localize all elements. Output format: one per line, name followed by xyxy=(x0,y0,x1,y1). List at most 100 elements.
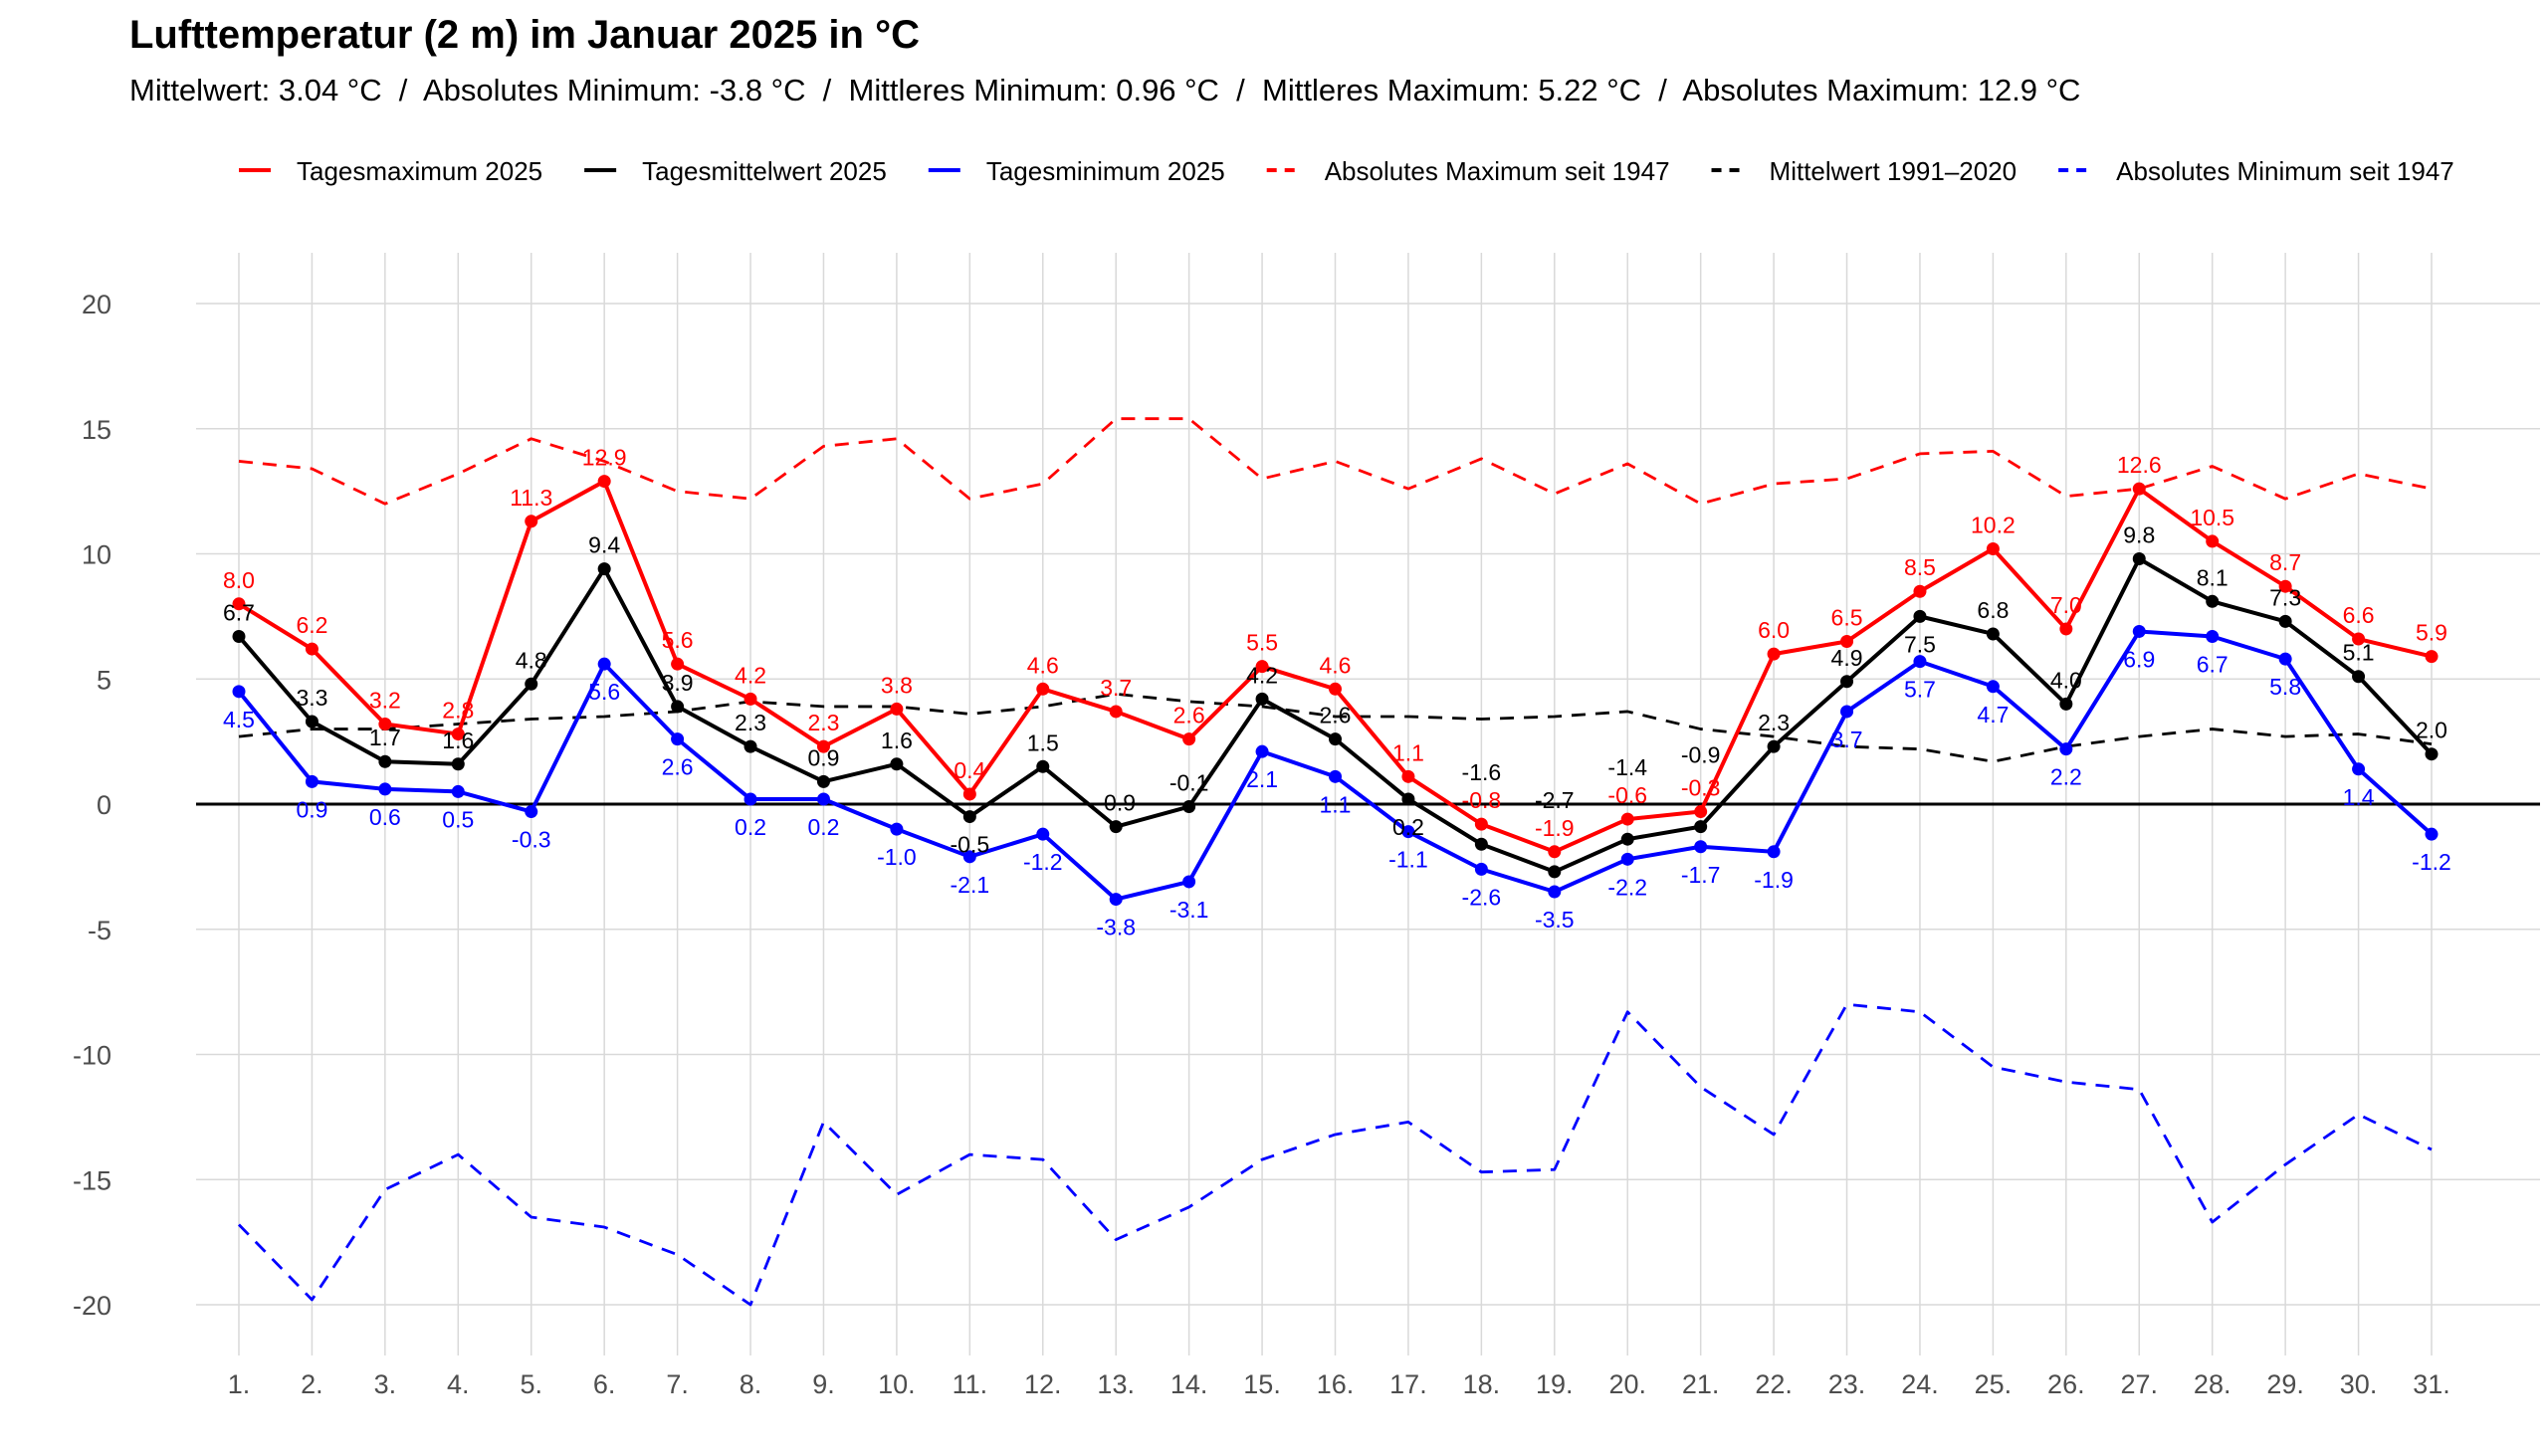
x-tick-label: 5. xyxy=(520,1369,542,1399)
data-label: 5.8 xyxy=(2269,674,2301,700)
data-point xyxy=(2278,652,2292,666)
data-point xyxy=(2425,827,2439,841)
data-point xyxy=(743,792,757,806)
data-label: 3.7 xyxy=(1100,675,1132,701)
data-label: 1.5 xyxy=(1027,729,1059,755)
series-line-4 xyxy=(238,692,2433,763)
data-label: 3.9 xyxy=(662,670,694,696)
data-point xyxy=(1401,792,1415,806)
x-tick-label: 19. xyxy=(1536,1369,1574,1399)
data-label: 4.9 xyxy=(1831,645,1863,671)
data-point xyxy=(1329,682,1342,696)
data-label: -0.5 xyxy=(951,832,990,858)
data-label: -0.3 xyxy=(1681,775,1721,801)
data-label: 7.0 xyxy=(2050,592,2082,618)
data-point xyxy=(1329,732,1342,746)
data-label: 4.2 xyxy=(735,662,766,688)
data-label: -0.9 xyxy=(1681,742,1721,768)
data-label: -2.7 xyxy=(1535,787,1575,813)
y-tick-label: 15 xyxy=(82,415,111,445)
grid: -20 -15 -10 -5 0 5 10 15 20 1. 2. 3. 4. 5. 6. 7. 8. 9. 10.… xyxy=(73,253,2540,1399)
data-label: 12.6 xyxy=(2117,452,2162,478)
data-point xyxy=(1036,759,1050,773)
data-point xyxy=(525,805,538,819)
x-tick-label: 17. xyxy=(1389,1369,1427,1399)
data-point xyxy=(1986,627,2000,641)
data-point xyxy=(305,715,318,728)
data-label: 3.3 xyxy=(296,685,327,711)
data-point xyxy=(2059,622,2073,636)
data-label: 6.7 xyxy=(2197,651,2229,677)
data-point xyxy=(1255,660,1269,674)
data-label: 8.7 xyxy=(2269,549,2301,575)
data-label: 2.8 xyxy=(442,698,474,724)
y-tick-label: -20 xyxy=(73,1291,111,1321)
data-label: 4.7 xyxy=(1977,702,2009,728)
data-label: 6.0 xyxy=(1758,617,1790,643)
data-label: 2.3 xyxy=(735,710,766,735)
data-label: 6.6 xyxy=(2343,602,2375,628)
data-point xyxy=(1548,885,1562,899)
data-label: 2.6 xyxy=(1320,703,1352,728)
x-tick-label: 31. xyxy=(2413,1369,2450,1399)
data-label: 0.4 xyxy=(954,757,985,783)
data-label: 0.2 xyxy=(807,814,839,840)
data-label: 8.0 xyxy=(223,567,255,593)
legend-label: Absolutes Maximum seit 1947 xyxy=(1325,156,1670,186)
data-point xyxy=(1840,705,1854,719)
data-label: 6.2 xyxy=(296,612,327,638)
data-point xyxy=(1109,893,1123,907)
chart-title: Lufttemperatur (2 m) im Januar 2025 in °… xyxy=(129,13,920,57)
x-tick-label: 28. xyxy=(2194,1369,2231,1399)
data-point xyxy=(1840,675,1854,689)
legend-label: Absolutes Minimum seit 1947 xyxy=(2116,156,2454,186)
data-point xyxy=(1329,769,1342,783)
data-point xyxy=(1401,825,1415,839)
data-point xyxy=(2132,482,2146,496)
data-point xyxy=(378,718,392,731)
data-point xyxy=(1840,635,1854,649)
y-tick-label: -5 xyxy=(88,916,111,945)
data-point xyxy=(1474,837,1488,851)
data-point xyxy=(2352,762,2366,776)
series-layer xyxy=(232,417,2439,1307)
data-label: 5.1 xyxy=(2343,640,2375,666)
y-tick-label: 10 xyxy=(82,540,111,570)
data-label: 0.9 xyxy=(296,796,327,822)
x-tick-label: 29. xyxy=(2266,1369,2304,1399)
data-label: 3.7 xyxy=(1831,727,1863,752)
data-point xyxy=(1255,744,1269,758)
data-point xyxy=(743,739,757,753)
x-tick-label: 8. xyxy=(740,1369,762,1399)
data-point xyxy=(1986,541,2000,555)
data-point xyxy=(597,657,611,671)
data-label: 0.6 xyxy=(369,804,401,830)
x-tick-label: 14. xyxy=(1170,1369,1208,1399)
data-label: -0.1 xyxy=(1169,770,1209,796)
legend: Tagesmaximum 2025 Tagesmittelwert 2025 Tag… xyxy=(239,156,2454,186)
data-point xyxy=(2059,742,2073,756)
x-tick-label: 27. xyxy=(2120,1369,2158,1399)
data-point xyxy=(232,685,246,699)
data-point xyxy=(525,677,538,691)
data-label: -1.0 xyxy=(877,844,917,870)
data-point xyxy=(2132,624,2146,638)
data-label: 2.0 xyxy=(2416,718,2447,743)
data-label: 5.9 xyxy=(2416,620,2447,646)
data-point xyxy=(890,702,904,716)
data-point xyxy=(1620,812,1634,826)
data-label: 1.1 xyxy=(1320,791,1352,817)
data-label: 4.5 xyxy=(223,707,255,732)
x-tick-label: 23. xyxy=(1828,1369,1866,1399)
data-point xyxy=(2352,632,2366,646)
data-label: -1.2 xyxy=(1023,849,1063,875)
data-label: -3.1 xyxy=(1169,897,1209,923)
data-point xyxy=(451,757,465,771)
data-point xyxy=(1474,862,1488,876)
data-point xyxy=(2206,594,2220,608)
data-point xyxy=(1620,852,1634,866)
data-label: -1.6 xyxy=(1462,759,1502,785)
data-point xyxy=(1109,705,1123,719)
data-label: 9.8 xyxy=(2123,522,2155,548)
data-label: 0.2 xyxy=(735,814,766,840)
